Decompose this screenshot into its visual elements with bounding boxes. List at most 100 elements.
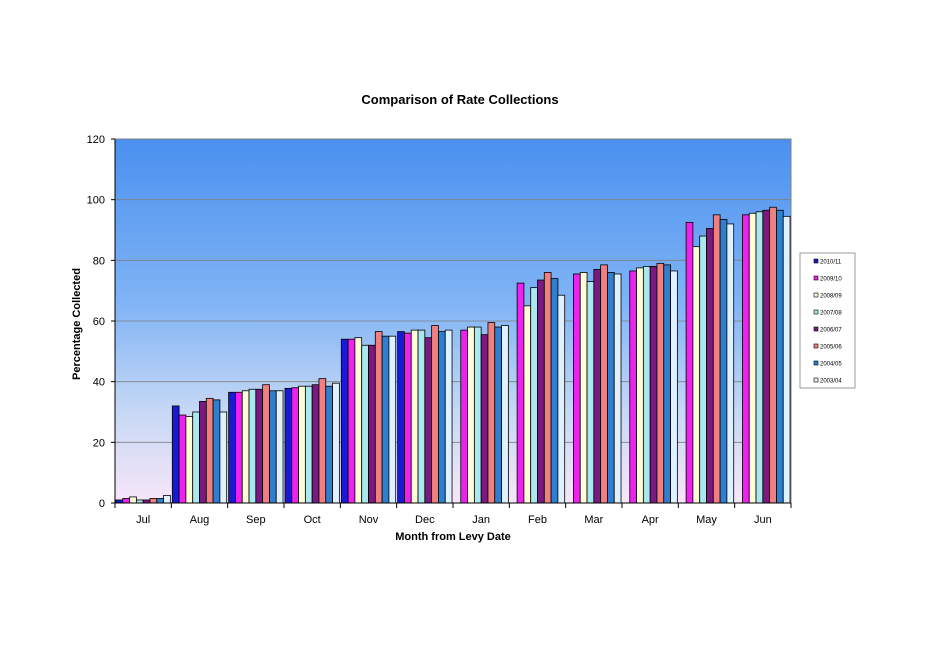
bar [769, 206, 777, 504]
bar [776, 209, 784, 504]
x-tick-label: May [696, 514, 717, 526]
legend-label: 2009/10 [820, 277, 842, 283]
legend-swatch [813, 292, 819, 298]
x-tick-label: Jul [136, 514, 150, 526]
y-tick-label: 60 [93, 316, 105, 328]
bar [318, 378, 327, 504]
x-tick-label: Feb [528, 514, 547, 526]
bar [699, 235, 707, 504]
bar [692, 246, 701, 504]
x-axis-ticks: Jul Aug Sep Oct Nov Dec Jan Feb Mar Apr May Jun [114, 503, 792, 526]
bar [685, 222, 694, 504]
x-tick-label: Oct [304, 514, 321, 526]
bar [748, 212, 757, 504]
bar [460, 329, 468, 504]
legend-label: 2010/11 [820, 260, 842, 266]
y-tick-label: 0 [99, 498, 105, 510]
bar [262, 384, 270, 504]
bar [129, 496, 137, 504]
legend: 2010/11 2009/10 2008/09 2007/08 2006/07 2005/… [799, 252, 856, 389]
bar [573, 273, 581, 504]
bar [480, 334, 489, 504]
legend-swatch [813, 326, 819, 332]
gridlines [115, 199, 791, 443]
bar [593, 269, 602, 504]
bar [523, 305, 532, 504]
bar [298, 385, 306, 504]
bar [228, 391, 236, 504]
bar [185, 416, 194, 504]
bar [656, 262, 665, 504]
bar [557, 294, 566, 504]
y-tick-label: 120 [87, 134, 105, 146]
bar [255, 388, 264, 504]
bar [171, 405, 180, 504]
bar [199, 400, 207, 504]
y-tick-label: 80 [93, 255, 105, 267]
x-tick-label: Apr [642, 514, 659, 526]
bar [530, 287, 538, 504]
bar [642, 265, 651, 504]
bar [663, 264, 671, 504]
x-tick-label: Jun [754, 514, 772, 526]
legend-label: 2008/09 [820, 294, 842, 300]
bar [374, 331, 383, 504]
legend-swatch [813, 377, 819, 383]
legend-label: 2006/07 [820, 328, 842, 334]
legend-swatch [813, 258, 819, 264]
bar [235, 391, 243, 504]
legend-swatch [813, 343, 819, 349]
bar [410, 329, 419, 504]
x-tick-label: Dec [415, 514, 435, 526]
bar [649, 265, 658, 504]
bar [579, 272, 588, 504]
y-axis-ticks: 0 20 40 60 80 100 120 [87, 134, 115, 510]
bar [388, 335, 397, 504]
bar [404, 332, 412, 504]
bar [629, 270, 637, 504]
legend-items: 2010/11 2009/10 2008/09 2007/08 2006/07 2005/… [813, 258, 842, 385]
bar [636, 267, 644, 504]
bar [381, 335, 390, 504]
bar [340, 338, 349, 504]
bar [613, 273, 622, 504]
bar [444, 329, 453, 504]
bar [600, 264, 608, 504]
bar [304, 385, 313, 504]
bar [501, 325, 509, 504]
bar [347, 338, 356, 504]
legend-swatch [813, 275, 819, 281]
bar [291, 387, 299, 504]
bar [706, 228, 714, 504]
x-tick-label: Nov [359, 514, 379, 526]
bar [516, 282, 525, 504]
bar [275, 390, 284, 504]
bar [438, 331, 446, 504]
x-tick-label: Mar [584, 514, 603, 526]
legend-swatch [813, 309, 819, 315]
bar [726, 223, 735, 504]
bar [212, 399, 221, 504]
x-tick-label: Sep [246, 514, 266, 526]
bar [192, 411, 200, 504]
bar [586, 281, 595, 504]
bar [487, 322, 496, 504]
legend-label: 2005/06 [820, 345, 842, 351]
y-tick-label: 40 [93, 377, 105, 389]
bar [607, 272, 615, 504]
bar [494, 326, 502, 504]
bar [205, 397, 214, 504]
bar [122, 498, 130, 504]
legend-box [799, 252, 856, 389]
bar [467, 326, 475, 504]
x-axis-label: Month from Levy Date [395, 531, 511, 543]
bar [241, 390, 250, 504]
legend-swatch [813, 360, 819, 366]
legend-label: 2003/04 [820, 379, 842, 385]
x-tick-label: Jan [472, 514, 490, 526]
bar [424, 337, 433, 504]
bar [537, 279, 545, 504]
bar [163, 495, 171, 504]
bar [354, 337, 363, 504]
y-axis-label: Percentage Collected [71, 268, 83, 380]
